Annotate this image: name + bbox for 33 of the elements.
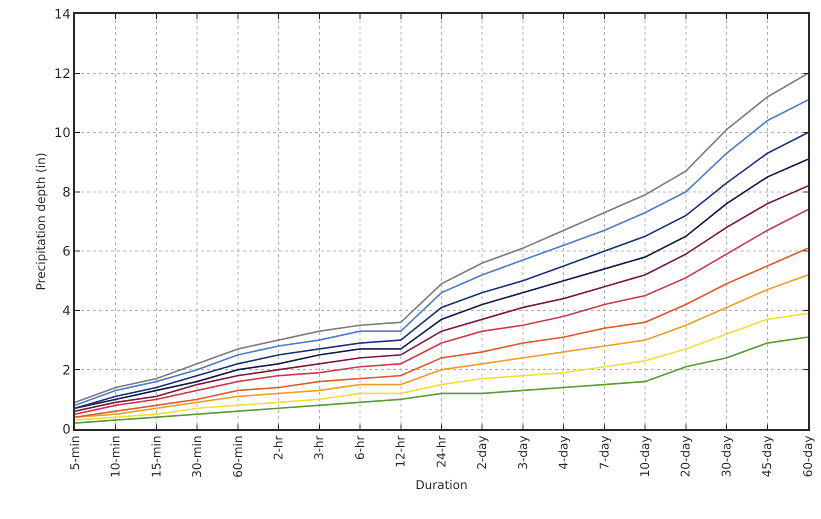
x-tick-label: 3-day	[516, 436, 530, 470]
x-tick-label: 30-day	[719, 436, 734, 478]
x-tick-label: 6-hr	[352, 435, 367, 460]
x-tick-label: 45-day	[760, 436, 774, 478]
y-tick-label: 14	[54, 8, 71, 23]
y-tick-label: 0	[62, 422, 71, 438]
line-series	[75, 247, 808, 418]
line-series	[75, 312, 808, 421]
y-tick-label: 2	[62, 363, 71, 378]
y-tick-label: 4	[62, 304, 71, 319]
x-tick-label: 12-hr	[394, 435, 408, 468]
x-tick-label: 2-day	[475, 436, 490, 470]
x-axis-title: Duration	[415, 478, 468, 492]
line-series	[75, 336, 808, 424]
x-tick-label: 10-day	[638, 436, 652, 478]
x-tick-label: 2-hr	[272, 435, 286, 460]
x-tick-label: 24-hr	[434, 435, 448, 468]
x-tick-label: 60-day	[800, 436, 815, 478]
line-series	[75, 274, 808, 418]
x-tick-label: 4-day	[556, 436, 571, 470]
y-tick-label: 12	[54, 66, 71, 82]
x-tick-label: 60-min	[230, 436, 245, 478]
y-tick-label: 6	[62, 244, 71, 260]
x-tick-label: 5-min	[68, 436, 82, 470]
y-tick-label: 8	[62, 185, 71, 200]
x-tick-label: 3-hr	[312, 435, 326, 460]
x-tick-label: 15-min	[149, 436, 164, 478]
x-tick-label: 20-day	[678, 436, 693, 478]
x-tick-label: 7-day	[597, 436, 612, 470]
y-axis-title: Precipitation depth (in)	[34, 152, 48, 290]
x-tick-label: 30-min	[190, 436, 204, 478]
y-tick-label: 10	[54, 126, 71, 142]
x-tick-label: 10-min	[108, 436, 123, 478]
